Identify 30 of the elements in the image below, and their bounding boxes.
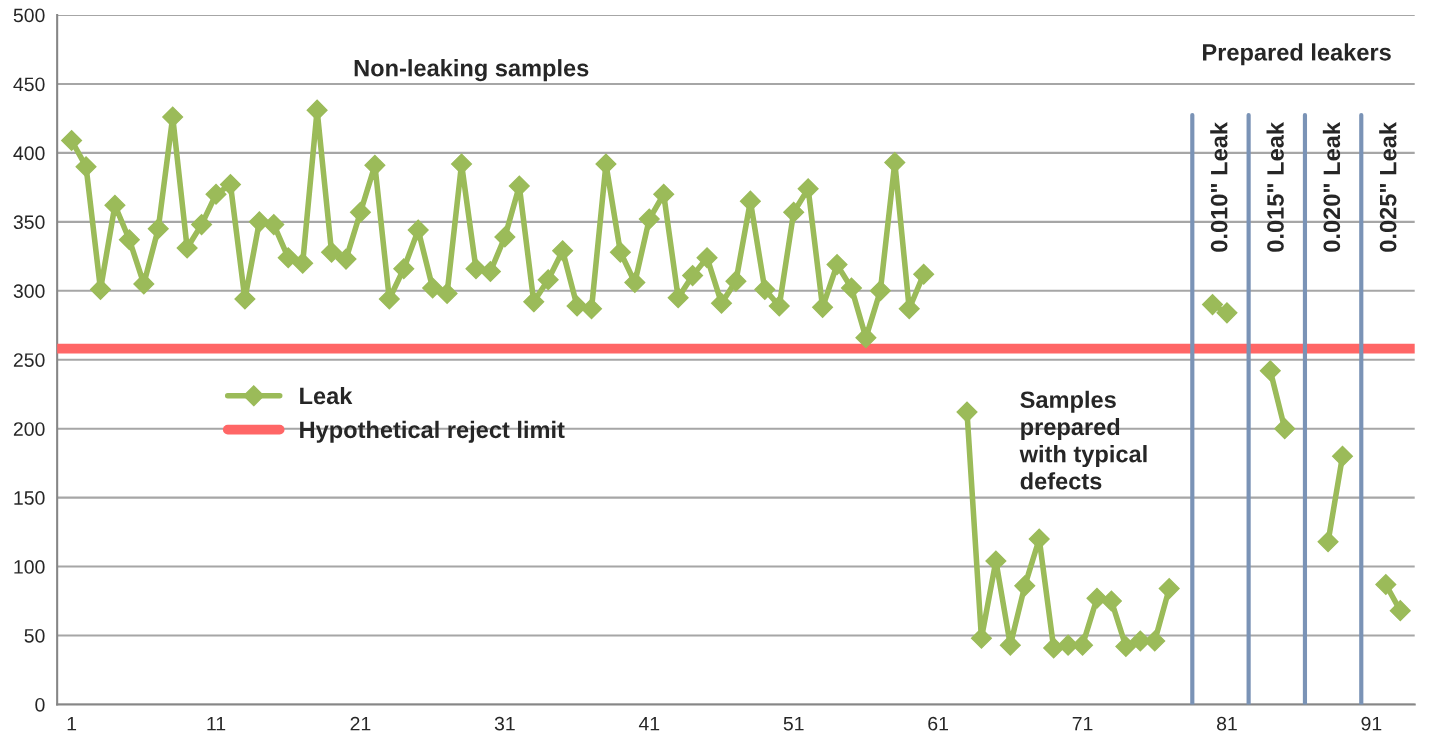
x-tick-label: 61 xyxy=(928,716,948,731)
y-tick-label: 200 xyxy=(13,422,45,436)
x-tick-label: 31 xyxy=(494,716,515,731)
y-tick-label: 50 xyxy=(24,628,45,643)
ref-line-label: 0.025" Leak xyxy=(1379,122,1397,252)
legend-label: Hypothetical reject limit xyxy=(300,420,565,443)
annotation: Prepared leakers xyxy=(1203,43,1391,66)
y-tick-label: 150 xyxy=(14,491,45,505)
y-tick-label: 250 xyxy=(13,353,45,367)
x-tick-label: 11 xyxy=(207,716,226,731)
y-tick-label: 400 xyxy=(13,146,45,161)
annotation: Samples prepared with typical defects xyxy=(1019,390,1147,490)
x-tick-label: 1 xyxy=(67,716,77,731)
y-tick-label: 100 xyxy=(14,560,45,574)
y-tick-label: 350 xyxy=(13,215,45,230)
y-tick-label: 0 xyxy=(35,697,45,712)
x-tick-label: 41 xyxy=(638,716,660,731)
ref-line-label: 0.020" Leak xyxy=(1322,122,1341,252)
y-tick-label: 300 xyxy=(13,284,45,299)
x-tick-label: 51 xyxy=(783,716,804,731)
ref-line-label: 0.015" Leak xyxy=(1266,122,1284,252)
annotation: Non-leaking samples xyxy=(354,59,589,82)
x-tick-label: 21 xyxy=(350,716,371,731)
legend-label: Leak xyxy=(300,386,353,405)
x-tick-label: 71 xyxy=(1072,716,1093,731)
y-tick-label: 500 xyxy=(13,8,45,23)
ref-line-label: 0.010" Leak xyxy=(1210,122,1228,252)
x-tick-label: 81 xyxy=(1217,716,1237,731)
y-tick-label: 450 xyxy=(13,77,45,92)
x-tick-label: 91 xyxy=(1361,716,1382,731)
